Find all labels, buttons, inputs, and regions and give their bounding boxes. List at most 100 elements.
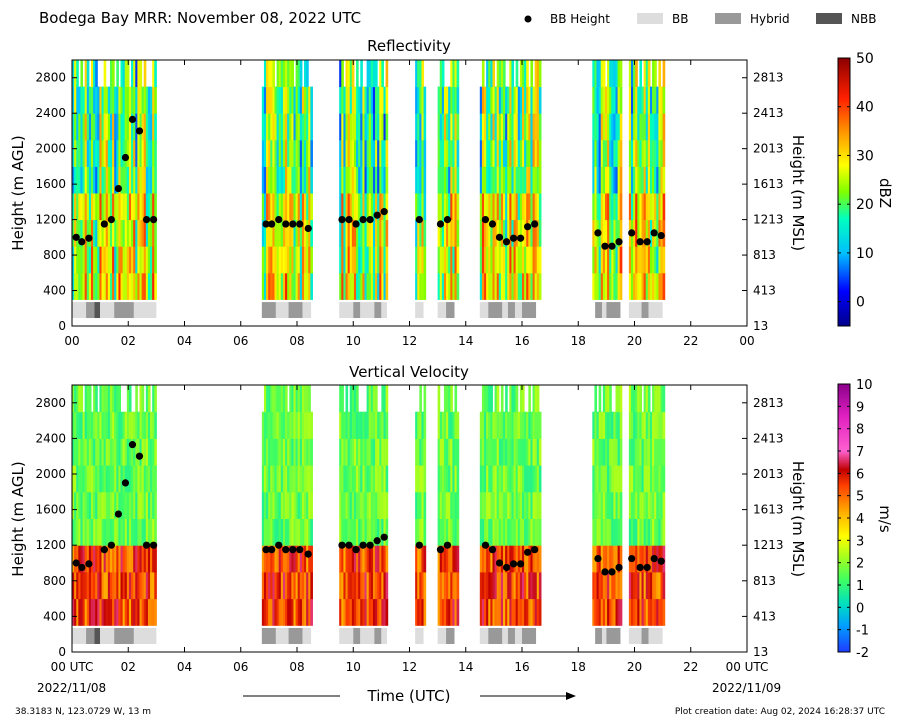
heat-cell [637,518,640,546]
heat-cell [152,465,155,493]
heat-cell [450,139,453,167]
heat-cell [78,465,81,493]
type-segment [479,302,489,319]
heat-cell [78,438,81,466]
heat-cell [532,571,536,600]
heat-cell [88,219,92,247]
heat-cell [524,438,527,466]
heat-cell [370,219,374,247]
heat-cell [486,139,489,167]
heat-cell [78,491,81,519]
heat-cell [645,139,649,167]
heat-cell [301,385,305,413]
heat-cell [116,139,119,167]
heat-cell [528,219,531,247]
heat-cell [349,518,353,546]
heat-cell [598,272,602,300]
heat-cell [76,193,79,221]
heat-cell [351,139,355,167]
heat-cell [448,86,451,114]
heat-cell [270,246,273,274]
heat-cell [289,571,292,600]
heat-cell [611,438,614,466]
heat-cell [139,113,143,141]
heat-cell [637,113,640,141]
heat-cell [128,139,132,167]
bb-height-point [443,216,452,224]
heat-cell [261,465,265,493]
heat-cell [103,86,107,114]
heat-cell [97,166,100,194]
heat-cell [656,113,659,141]
heat-cell [607,438,610,466]
heat-cell [649,438,653,466]
heat-cell [641,491,645,519]
heat-cell [135,219,138,247]
heat-cell [82,166,86,194]
heat-cell [490,385,493,413]
heat-cell [385,166,389,194]
heat-cell [415,545,418,573]
heat-cell [494,219,498,247]
heat-cell [417,491,420,519]
heat-cell [652,385,655,413]
heat-cell [492,60,496,88]
heat-cell [370,86,374,114]
heat-cell [274,385,278,413]
heat-cell [490,491,493,519]
heat-cell [607,139,610,167]
heat-cell [86,272,90,300]
heat-cell [507,139,510,167]
heat-cell [513,438,517,466]
heat-cell [72,139,75,167]
heat-cell [598,411,602,439]
heat-cell [93,385,96,413]
heat-cell [143,193,147,221]
heat-cell [301,491,305,519]
heat-cell [647,545,651,573]
heat-cell [278,465,282,493]
heat-cell [270,545,273,573]
bb-height-point [608,568,616,576]
heat-cell [147,571,151,600]
heat-cell [112,438,115,466]
heat-cell [76,491,79,519]
colorbar-tick-label: 50 [856,51,874,67]
heat-cell [381,385,384,413]
heat-cell [306,272,309,300]
heat-cell [154,166,157,194]
heat-cell [454,113,458,141]
heat-cell [116,246,119,274]
type-segment [648,627,663,644]
type-segment [641,627,649,644]
heat-cell [641,219,645,247]
heat-cell [530,86,534,114]
bb-height-point [107,541,115,549]
heat-cell [349,411,353,439]
heat-cell [448,438,451,466]
heat-cell [507,598,510,626]
heat-cell [609,385,612,413]
heat-cell [287,491,290,519]
reflectivity-panel: Reflectivity 00 02 04 06 08 10 12 14 16 18 20 22 000… [9,37,894,348]
heat-cell [299,598,303,626]
heat-cell [519,219,523,247]
heat-cell [152,411,155,439]
heat-cell [118,272,122,300]
heat-cell [80,86,84,114]
heat-cell [647,438,651,466]
heat-cell [609,598,612,626]
heat-cell [293,113,297,141]
heat-cell [118,219,122,247]
heat-cell [381,491,384,519]
heat-cell [454,385,458,413]
heat-cell [285,166,288,194]
heat-cell [293,139,297,167]
heat-cell [349,385,353,413]
heat-cell [103,166,107,194]
heat-cell [505,518,508,546]
heat-cell [534,86,538,114]
heat-cell [86,166,90,194]
heat-cell [99,193,103,221]
heat-cell [99,411,103,439]
